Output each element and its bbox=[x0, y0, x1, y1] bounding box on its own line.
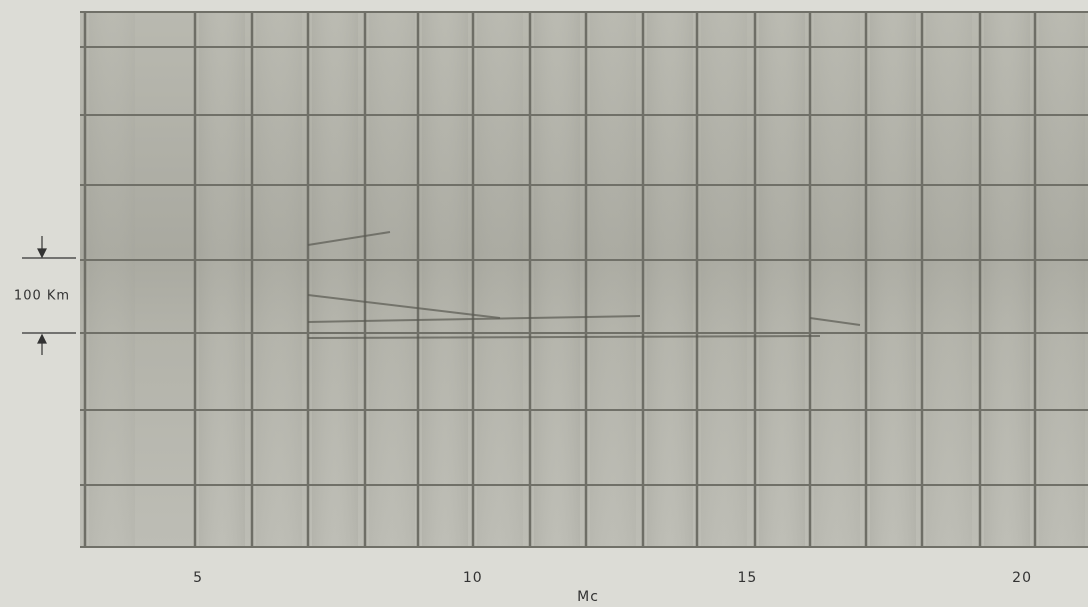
height-annotation: 100 Km bbox=[14, 289, 70, 304]
x-tick-label: 20 bbox=[1012, 570, 1032, 586]
film-band bbox=[477, 12, 523, 547]
film-band bbox=[984, 12, 1030, 547]
x-tick-label: 5 bbox=[193, 570, 203, 586]
film-band bbox=[590, 12, 636, 547]
x-axis-label: Mc bbox=[577, 589, 599, 605]
echo-trace bbox=[307, 231, 391, 246]
marker-arrowhead bbox=[37, 333, 47, 344]
x-tick-label: 15 bbox=[738, 570, 758, 586]
film-band bbox=[926, 12, 972, 547]
echo-trace bbox=[307, 315, 641, 323]
film-band bbox=[759, 12, 805, 547]
x-tick-label: 10 bbox=[463, 570, 483, 586]
film-band bbox=[701, 12, 747, 547]
ionogram-photo bbox=[80, 12, 1088, 547]
film-band bbox=[422, 12, 468, 547]
film-band bbox=[1039, 12, 1085, 547]
film-band bbox=[870, 12, 916, 547]
film-band bbox=[312, 12, 358, 547]
film-band bbox=[89, 12, 135, 547]
echo-trace bbox=[307, 335, 821, 339]
echo-trace bbox=[307, 294, 501, 319]
film-grid bbox=[80, 11, 1088, 548]
echo-trace bbox=[809, 317, 861, 326]
film-band bbox=[256, 12, 302, 547]
marker-arrowhead bbox=[37, 248, 47, 259]
film-band bbox=[199, 12, 245, 547]
film-band bbox=[814, 12, 860, 547]
film-band bbox=[369, 12, 415, 547]
film-band bbox=[647, 12, 693, 547]
height-marker bbox=[22, 236, 76, 355]
film-band bbox=[534, 12, 580, 547]
